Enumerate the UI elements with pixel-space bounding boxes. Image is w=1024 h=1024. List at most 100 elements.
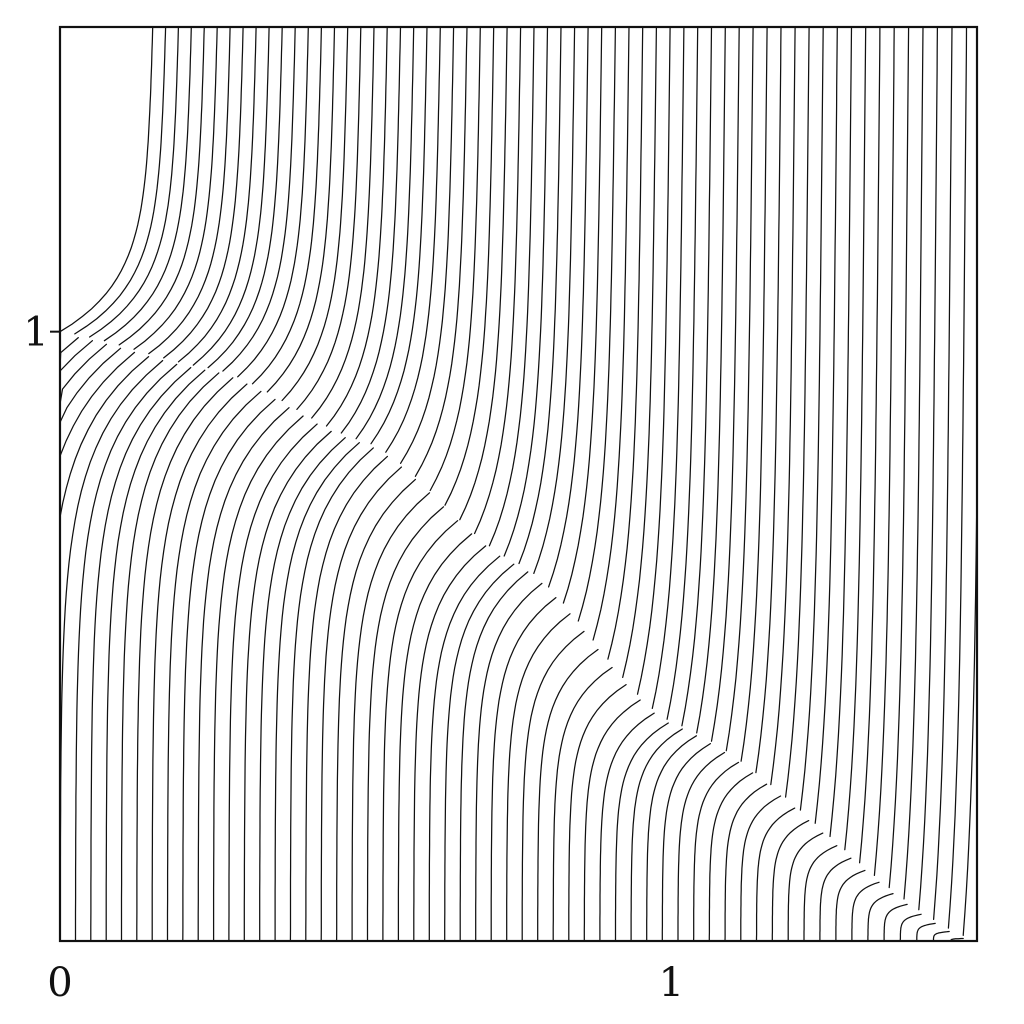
lower-trajectory — [59, 355, 150, 942]
upper-trajectory — [740, 26, 768, 762]
upper-trajectory — [562, 26, 603, 604]
upper-trajectory — [192, 26, 270, 366]
lower-trajectory — [136, 377, 234, 942]
lower-trajectory — [182, 398, 276, 942]
lower-trajectory — [59, 351, 136, 942]
lower-trajectory — [883, 903, 908, 942]
lower-trajectory — [59, 343, 108, 942]
upper-trajectory — [577, 26, 617, 622]
upper-trajectory — [947, 26, 968, 929]
upper-trajectory — [118, 26, 205, 346]
lower-trajectory — [552, 666, 613, 942]
lower-trajectory — [646, 735, 698, 942]
plot-frame — [58, 25, 979, 943]
upper-trajectory — [459, 26, 508, 521]
lower-trajectory — [197, 407, 290, 942]
upper-trajectory — [547, 26, 589, 588]
upper-trajectory — [755, 26, 782, 774]
upper-trajectory — [592, 26, 630, 641]
upper-trajectory — [829, 26, 853, 838]
upper-trajectory — [666, 26, 699, 720]
lower-trajectory — [490, 596, 557, 942]
lower-trajectory — [851, 881, 880, 942]
upper-trajectory — [473, 26, 522, 535]
lower-trajectory — [305, 455, 389, 942]
lower-trajectory — [568, 683, 627, 942]
lower-trajectory — [59, 347, 122, 942]
upper-trajectory — [59, 26, 154, 333]
upper-trajectory — [281, 26, 349, 402]
upper-trajectory — [429, 26, 481, 492]
lower-trajectory — [630, 728, 683, 942]
lower-trajectory — [583, 699, 641, 942]
upper-trajectory — [918, 26, 939, 911]
upper-trajectory — [399, 26, 455, 464]
lower-trajectory — [506, 613, 571, 942]
lower-trajectory — [787, 832, 824, 942]
upper-trajectory — [651, 26, 685, 710]
upper-trajectory — [622, 26, 658, 679]
lower-trajectory — [537, 648, 599, 942]
upper-trajectory — [385, 26, 441, 453]
lower-trajectory — [74, 363, 178, 942]
upper-trajectory — [844, 26, 867, 851]
lower-trajectory — [335, 478, 417, 942]
lower-trajectory — [366, 506, 445, 942]
upper-trajectory — [696, 26, 726, 734]
lower-trajectory — [740, 795, 782, 942]
upper-trajectory — [74, 26, 167, 335]
lower-trajectory — [105, 369, 206, 942]
upper-trajectory — [503, 26, 549, 557]
upper-trajectory — [133, 26, 218, 350]
lower-trajectory — [274, 442, 360, 942]
upper-trajectory — [207, 26, 283, 369]
lower-trajectory — [708, 772, 754, 942]
lower-trajectory — [243, 430, 332, 942]
lower-trajectory — [444, 563, 515, 942]
lower-trajectory — [755, 807, 796, 942]
lower-trajectory — [899, 913, 922, 942]
upper-trajectory — [222, 26, 296, 372]
upper-trajectory — [784, 26, 810, 798]
lower-trajectory — [916, 922, 936, 942]
lower-trajectory — [166, 390, 262, 942]
lower-trajectory — [521, 630, 585, 942]
upper-trajectory — [873, 26, 895, 877]
upper-trajectory — [311, 26, 375, 419]
axis-ticks: 0 1 1 — [23, 310, 684, 1006]
upper-trajectory — [88, 26, 180, 338]
lower-trajectory — [803, 845, 838, 942]
lower-trajectory — [428, 555, 501, 942]
lower-trajectory — [599, 712, 655, 942]
lower-trajectory — [351, 492, 431, 942]
lower-trajectory — [661, 742, 712, 942]
upper-trajectory — [770, 26, 796, 786]
upper-trajectory — [103, 26, 192, 342]
lower-trajectory — [771, 819, 810, 942]
upper-trajectory — [296, 26, 362, 411]
upper-trajectory — [177, 26, 257, 363]
upper-trajectory — [251, 26, 323, 385]
lower-trajectory — [932, 930, 950, 942]
lower-trajectory — [692, 761, 740, 942]
lower-trajectory — [413, 545, 487, 942]
lower-trajectory — [475, 582, 543, 942]
lower-trajectory — [90, 366, 192, 942]
lower-trajectory — [228, 423, 318, 942]
upper-trajectory — [355, 26, 415, 440]
lower-trajectory — [151, 383, 248, 942]
upper-trajectory — [488, 26, 535, 547]
lower-trajectory — [614, 722, 669, 942]
upper-trajectory — [266, 26, 336, 393]
upper-trajectory — [518, 26, 562, 565]
lower-trajectory — [120, 372, 220, 942]
x-tick-label: 0 — [47, 960, 72, 1006]
lower-trajectory — [459, 571, 529, 942]
upper-trajectory — [444, 26, 495, 506]
x-tick-label: 1 — [659, 960, 684, 1006]
upper-trajectory — [888, 26, 910, 889]
lower-trajectory — [835, 869, 866, 942]
upper-trajectory — [858, 26, 881, 864]
upper-trajectory — [163, 26, 244, 359]
